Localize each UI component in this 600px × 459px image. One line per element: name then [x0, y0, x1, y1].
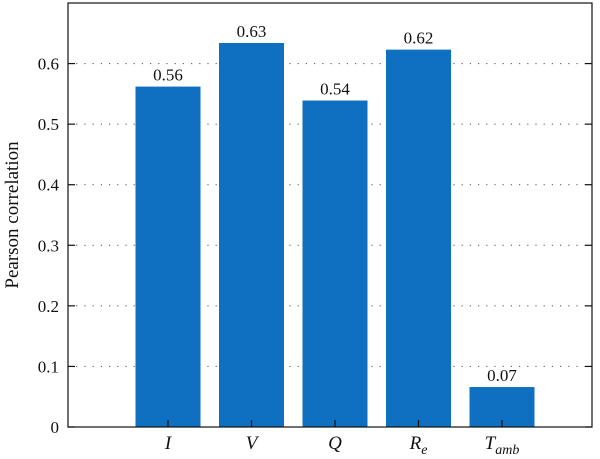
y-tick-label: 0.5	[38, 115, 59, 134]
bars	[135, 42, 535, 428]
y-axis-ticks: 0 0.1 0.2 0.3 0.4 0.5 0.6	[38, 55, 592, 437]
x-category-label: I	[164, 433, 173, 454]
data-labels: 0.56 0.63 0.54 0.62 0.07	[153, 22, 517, 385]
bar-value-label: 0.63	[237, 22, 267, 41]
bar	[386, 49, 451, 427]
y-tick-label: 0	[51, 418, 60, 437]
bar-value-label: 0.56	[153, 66, 183, 85]
bar	[219, 42, 284, 427]
bar-value-label: 0.62	[404, 29, 434, 48]
y-tick-label: 0.1	[38, 357, 59, 376]
y-tick-label: 0.4	[38, 176, 60, 195]
y-axis-title: Pearson correlation	[2, 141, 23, 289]
y-tick-label: 0.3	[38, 236, 59, 255]
x-category-label: Q	[328, 433, 342, 454]
x-axis-labels: I V Q Re Tamb	[164, 420, 520, 458]
x-category-label: Tamb	[485, 433, 520, 458]
plot-frame	[67, 2, 593, 428]
y-tick-label: 0.2	[38, 297, 59, 316]
x-category-label: V	[246, 433, 260, 454]
bar	[302, 100, 368, 428]
x-category-label: Re	[409, 433, 428, 458]
bar	[135, 86, 201, 428]
bar-value-label: 0.54	[320, 80, 350, 99]
y-tick-label: 0.6	[38, 55, 59, 74]
bar-value-label: 0.07	[487, 366, 517, 385]
